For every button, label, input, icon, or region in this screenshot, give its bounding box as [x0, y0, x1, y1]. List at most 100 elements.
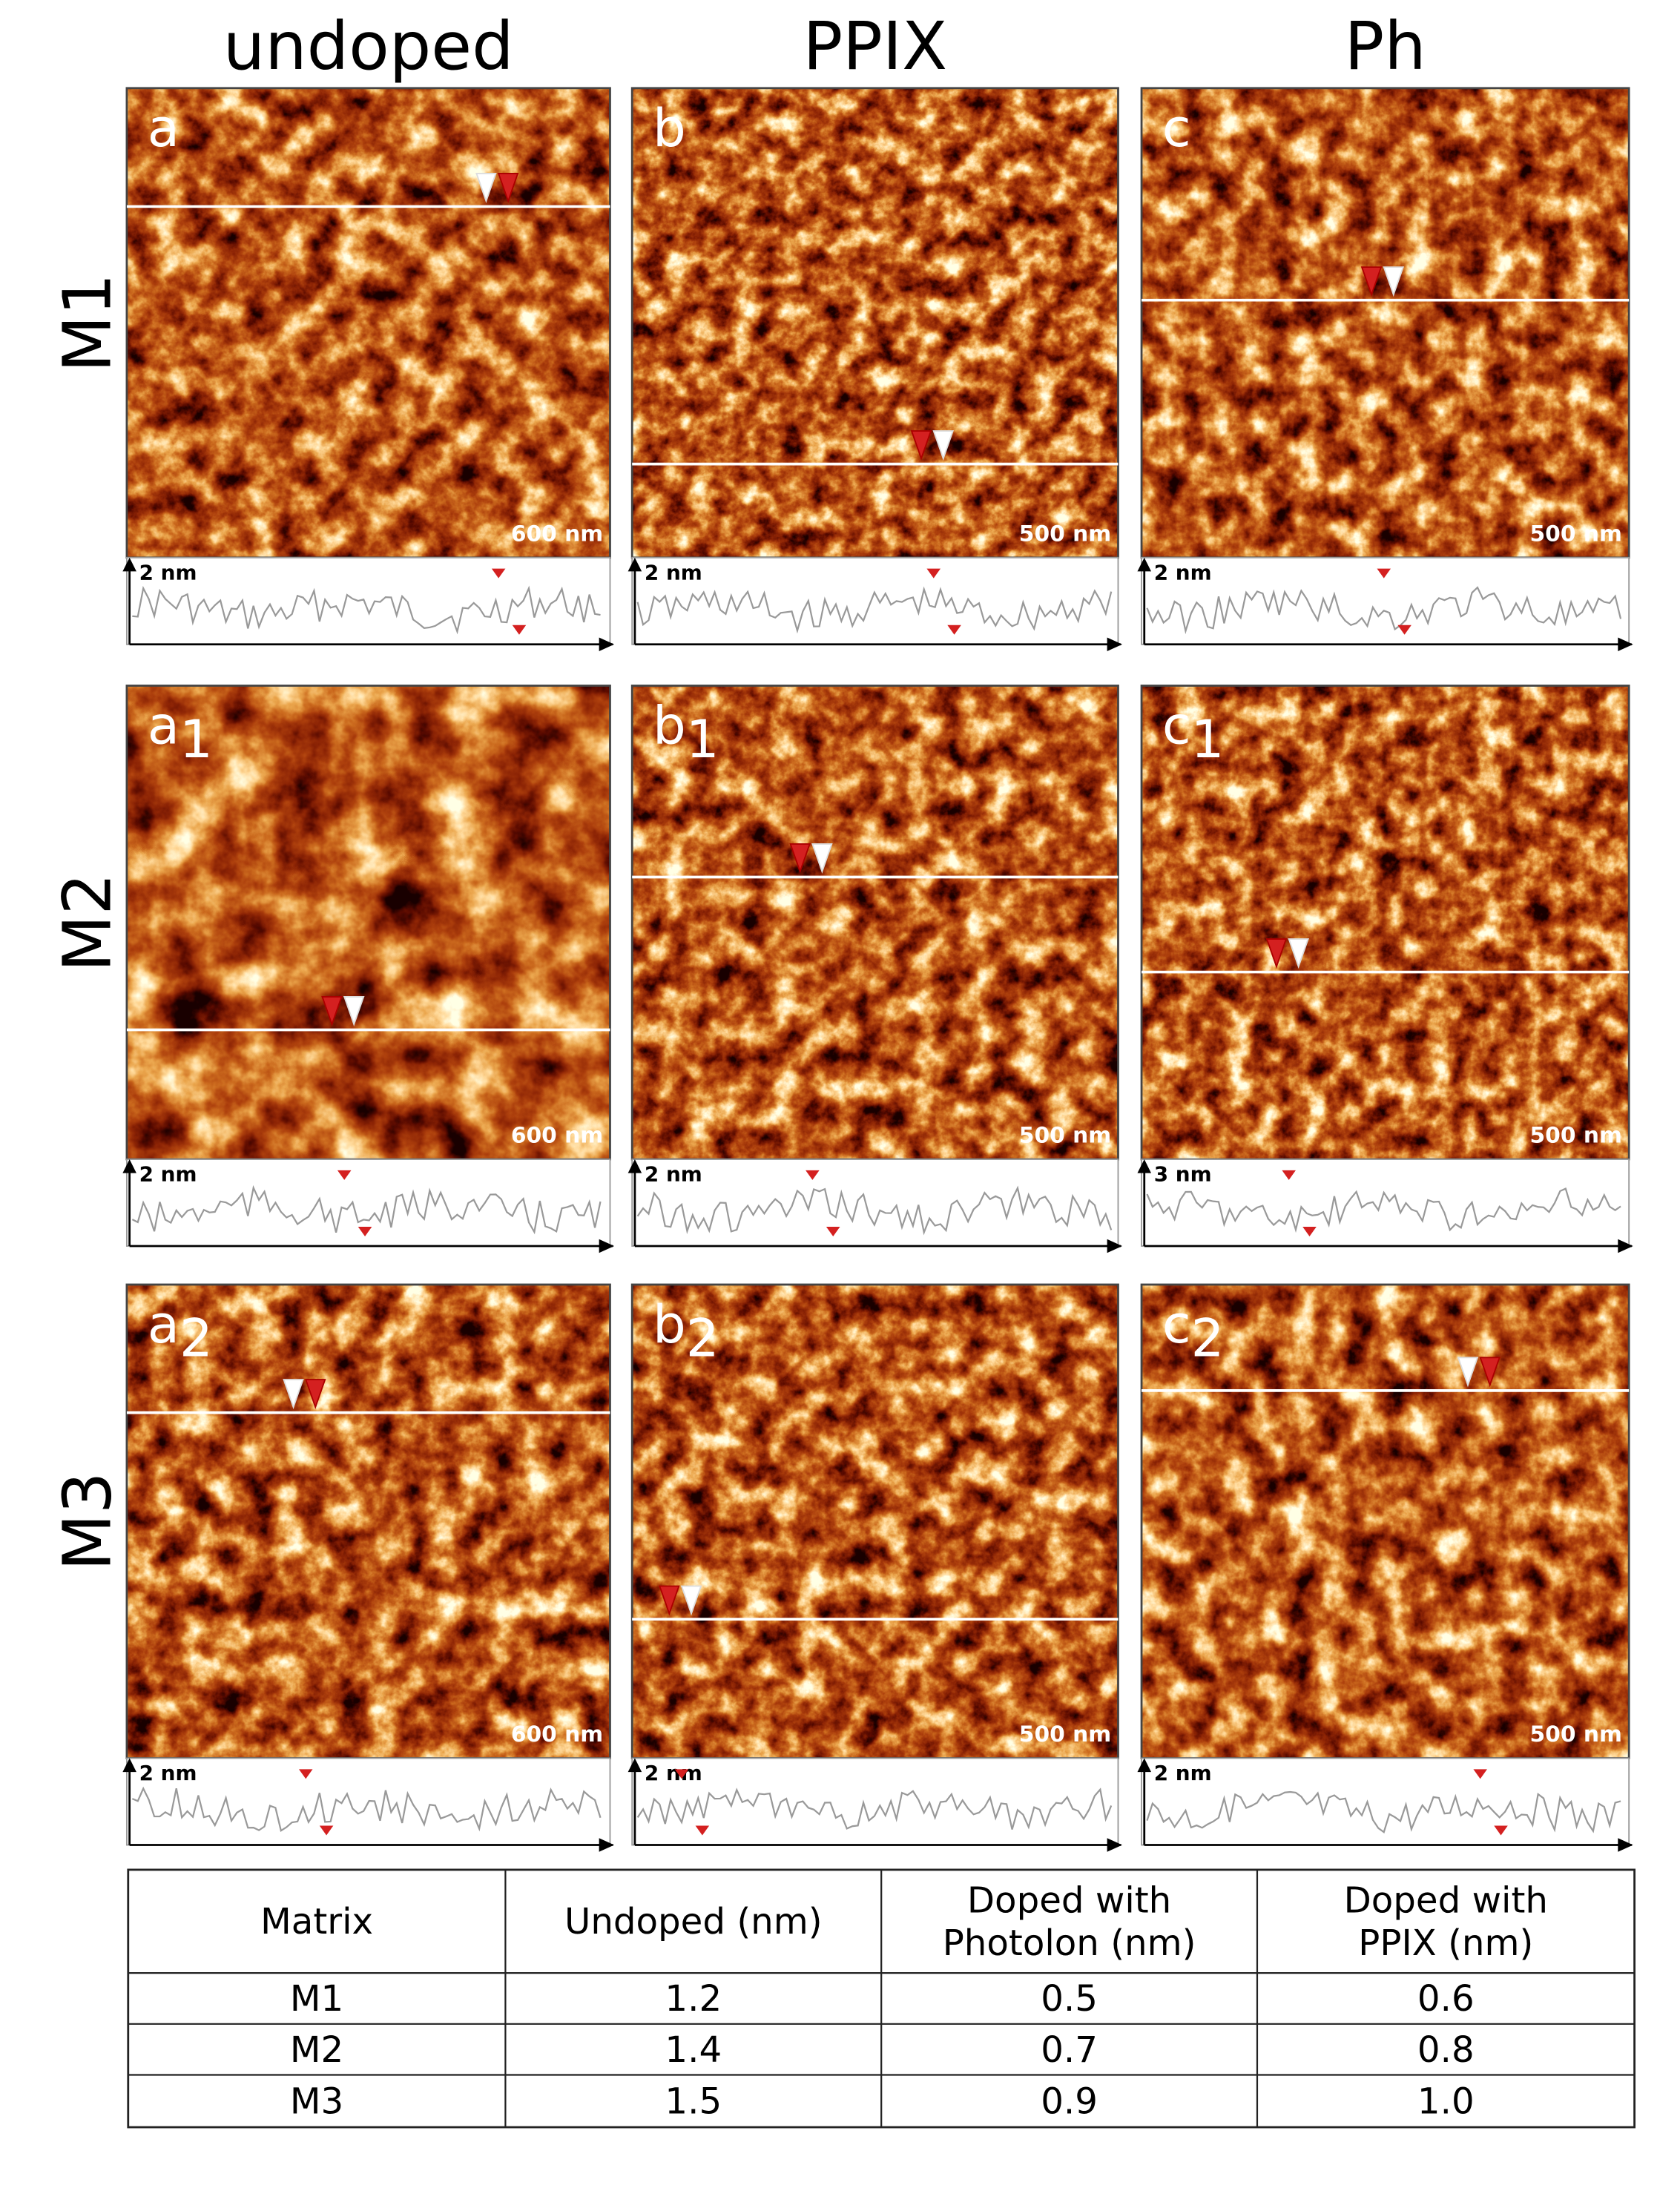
table-cell: M3	[290, 2080, 343, 2122]
table-cell: 1.4	[665, 2029, 722, 2071]
cursor-marker	[283, 1379, 304, 1409]
profile-height-label: 2 nm	[139, 561, 197, 585]
afm-panel: c1 500 nm 3 nm	[1137, 685, 1633, 1253]
profile-box	[125, 1159, 611, 1247]
panel-subscript: 2	[686, 1308, 719, 1368]
panel-letter: b	[653, 98, 686, 159]
height-profile	[131, 1184, 602, 1235]
profile-marker	[806, 1170, 820, 1180]
profile-marker	[826, 1226, 840, 1236]
table-header: Matrix	[260, 1901, 373, 1942]
scale-label: 500 nm	[1530, 521, 1622, 547]
panel-letter: a	[148, 98, 179, 159]
panel-subscript: 1	[179, 709, 213, 770]
table-header: Undoped (nm)	[564, 1901, 823, 1942]
afm-image	[1142, 685, 1630, 1160]
afm-image	[126, 685, 610, 1160]
profile-height-label: 2 nm	[139, 1162, 197, 1187]
cursor-marker	[497, 172, 519, 203]
cursor-marker	[1479, 1357, 1501, 1388]
cursor-marker	[1360, 266, 1383, 297]
table-header: Photolon (nm)	[943, 1922, 1196, 1964]
profile-marker	[491, 568, 506, 579]
afm-panel: b 500 nm 2 nm	[627, 87, 1123, 652]
profile-marker	[1397, 625, 1411, 635]
axis-arrow	[1137, 557, 1152, 572]
profile-height-label: 2 nm	[645, 1162, 702, 1187]
height-profile	[1146, 586, 1622, 635]
panel-subscript: 2	[1191, 1308, 1225, 1368]
profile-marker	[337, 1170, 352, 1180]
scale-label: 500 nm	[1019, 1123, 1111, 1149]
cursor-marker	[1383, 266, 1405, 297]
column-header: undoped	[223, 8, 514, 85]
panel-letter: a	[148, 1294, 179, 1355]
table-header: PPIX (nm)	[1358, 1922, 1533, 1964]
height-profile	[132, 585, 601, 635]
panel-label: b	[653, 98, 686, 159]
height-profile	[131, 1786, 602, 1832]
scale-label: 500 nm	[1019, 521, 1111, 547]
panel-label: a	[148, 98, 179, 159]
profile-marker	[1473, 1769, 1487, 1779]
height-profile	[636, 1787, 1113, 1830]
afm-panel: b1 500 nm 2 nm	[627, 685, 1123, 1253]
axis-arrow	[1107, 1239, 1123, 1253]
scale-label: 500 nm	[1530, 1721, 1622, 1747]
axis-arrow	[627, 557, 642, 572]
profile-height-label: 2 nm	[645, 561, 702, 585]
axis-arrow	[1137, 1159, 1152, 1173]
profile-height-label: 2 nm	[645, 1761, 702, 1785]
axis-arrow	[1618, 1838, 1633, 1852]
profile-marker	[1377, 568, 1391, 579]
height-profile	[636, 1185, 1113, 1236]
profile-box	[631, 1159, 1119, 1247]
afm-image	[632, 685, 1119, 1160]
cursor-marker	[1457, 1357, 1479, 1388]
profile-marker	[1302, 1226, 1317, 1236]
axis-arrow	[599, 1239, 615, 1253]
cursor-marker	[304, 1379, 326, 1409]
cursor-marker	[910, 430, 932, 461]
profile-height-label: 2 nm	[1154, 561, 1212, 585]
table-cell: 0.8	[1417, 2029, 1475, 2071]
cursor-marker	[1288, 938, 1309, 969]
profile-marker	[512, 625, 527, 635]
cursor-marker	[680, 1585, 702, 1616]
table-cell: 1.0	[1417, 2080, 1475, 2122]
afm-image	[1142, 1284, 1630, 1759]
panel-subscript: 1	[1191, 709, 1225, 770]
profile-marker	[926, 568, 941, 579]
row-label: M1	[50, 274, 127, 373]
afm-panel: c 500 nm 2 nm	[1137, 87, 1633, 652]
axis-arrow	[1618, 637, 1633, 652]
cursor-marker	[475, 172, 497, 203]
height-profile	[636, 586, 1113, 634]
row-label: M3	[50, 1472, 127, 1571]
axis-arrow	[122, 557, 136, 572]
table-cell: M1	[290, 1978, 343, 2020]
panel-letter: b	[653, 1294, 686, 1355]
profile-box	[1141, 556, 1630, 645]
table-header: Doped with	[967, 1879, 1171, 1921]
table-cell: 1.2	[665, 1978, 722, 2020]
axis-arrow	[1618, 1239, 1633, 1253]
axis-arrow	[627, 1758, 642, 1773]
profile-marker	[1282, 1170, 1296, 1180]
afm-image	[126, 1284, 610, 1759]
profile-marker	[319, 1825, 334, 1836]
panel-letter: a	[148, 695, 179, 756]
profile-height-label: 2 nm	[1154, 1761, 1212, 1785]
row-label: M2	[50, 873, 127, 972]
afm-panel: a2 600 nm 2 nm	[122, 1283, 615, 1852]
profile-marker	[947, 625, 961, 635]
table-cell: M2	[290, 2029, 343, 2071]
profile-height-label: 2 nm	[139, 1761, 197, 1785]
panel-letter: c	[1162, 1294, 1191, 1355]
profile-marker	[358, 1226, 372, 1236]
panel-label: b2	[653, 1294, 719, 1369]
axis-arrow	[1107, 637, 1123, 652]
